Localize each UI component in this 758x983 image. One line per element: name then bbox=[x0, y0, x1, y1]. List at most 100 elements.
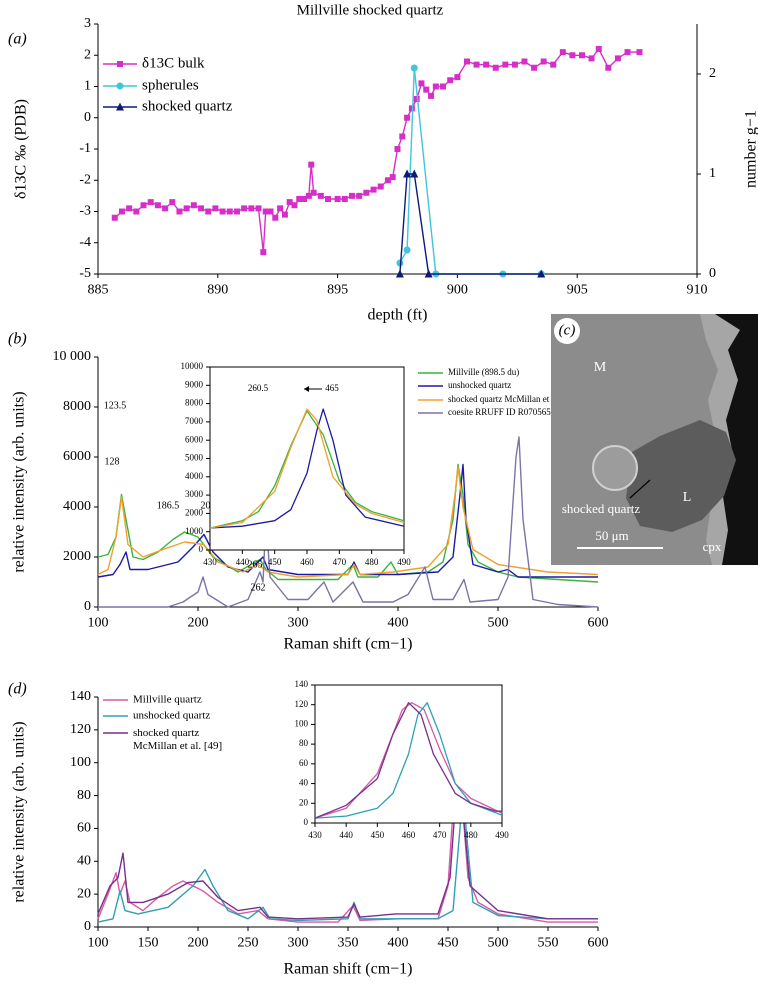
x-tick-label: 100 bbox=[88, 616, 109, 631]
y-tick-label: 3 bbox=[84, 16, 91, 31]
marker bbox=[301, 196, 308, 202]
marker bbox=[614, 55, 621, 62]
y-tick-label: 140 bbox=[295, 679, 309, 689]
marker bbox=[395, 269, 404, 278]
marker bbox=[291, 202, 298, 209]
x-tick-label: 500 bbox=[488, 616, 509, 631]
marker bbox=[317, 192, 324, 199]
x-axis-label: Raman shift (cm−1) bbox=[284, 636, 413, 653]
panel-label: (a) bbox=[8, 31, 27, 48]
y-tick-label: 100 bbox=[70, 755, 91, 770]
y2-tick-label: 2 bbox=[709, 66, 716, 81]
marker bbox=[473, 61, 480, 68]
micrograph: (c) M L shocked quartz cpx 50 μm bbox=[551, 314, 758, 565]
x-tick-label: 910 bbox=[687, 283, 708, 298]
series-line bbox=[399, 173, 542, 275]
x-axis-label: depth (ft) bbox=[368, 307, 428, 324]
marker bbox=[308, 161, 315, 168]
marker bbox=[248, 205, 255, 212]
marker bbox=[410, 169, 419, 178]
marker bbox=[595, 46, 602, 52]
y2-tick-label: 1 bbox=[709, 166, 716, 181]
legend-label: shocked quartz McMillan et al. [49] bbox=[133, 727, 222, 752]
marker bbox=[403, 169, 412, 178]
marker bbox=[511, 61, 518, 68]
x-tick-label: 300 bbox=[288, 616, 309, 631]
marker bbox=[118, 208, 125, 215]
marker bbox=[154, 202, 161, 209]
marker bbox=[147, 199, 154, 206]
y-tick-label: 120 bbox=[295, 699, 309, 709]
y-tick-label: 1000 bbox=[185, 526, 204, 536]
marker bbox=[578, 52, 585, 59]
y-tick-label: 60 bbox=[299, 758, 309, 768]
series-line bbox=[97, 466, 599, 578]
marker bbox=[183, 205, 190, 212]
y-tick-label: 7000 bbox=[185, 416, 204, 426]
series-line bbox=[97, 463, 598, 578]
x-tick-label: 600 bbox=[588, 936, 609, 951]
marker bbox=[212, 205, 219, 212]
y-tick-label: 3000 bbox=[185, 489, 204, 499]
y-tick-label: 9000 bbox=[185, 379, 204, 389]
x-tick-label: 470 bbox=[433, 830, 447, 840]
marker bbox=[550, 61, 557, 68]
annotation: 465 bbox=[325, 383, 339, 393]
marker bbox=[111, 214, 118, 221]
series-line bbox=[114, 48, 640, 253]
marker bbox=[348, 192, 355, 199]
marker bbox=[133, 208, 140, 215]
marker bbox=[428, 92, 435, 99]
marker bbox=[341, 196, 348, 202]
series-line bbox=[314, 702, 502, 819]
x-tick-label: 440 bbox=[236, 557, 250, 567]
x-tick-label: 440 bbox=[339, 830, 353, 840]
label: L bbox=[683, 490, 692, 505]
x-tick-label: 480 bbox=[365, 557, 379, 567]
legend-label: shocked quartz bbox=[142, 98, 233, 114]
series-line bbox=[209, 408, 405, 529]
marker bbox=[267, 208, 274, 215]
marker bbox=[356, 192, 363, 199]
arrow-head bbox=[304, 386, 309, 392]
label: M bbox=[594, 360, 607, 375]
chart-title: Millville shocked quartz bbox=[297, 2, 444, 18]
marker bbox=[262, 208, 269, 215]
marker bbox=[418, 80, 425, 87]
marker bbox=[260, 249, 267, 256]
marker bbox=[424, 269, 433, 278]
inset-frame bbox=[209, 366, 405, 551]
x-tick-label: 900 bbox=[447, 283, 468, 298]
marker bbox=[370, 186, 377, 193]
y-tick-label: 80 bbox=[77, 788, 91, 803]
marker bbox=[162, 205, 169, 212]
marker bbox=[310, 189, 317, 196]
marker bbox=[241, 205, 248, 212]
y-axis-label: relative intensity (arb. units) bbox=[11, 391, 28, 572]
y-tick-label: 0 bbox=[84, 919, 91, 934]
legend-label: Millville (898.5 du) bbox=[448, 367, 519, 377]
y2-tick-label: 0 bbox=[709, 266, 716, 281]
legend-label: unshocked quartz bbox=[133, 710, 210, 722]
marker bbox=[198, 205, 205, 212]
y-tick-label: 5000 bbox=[185, 453, 204, 463]
series-line bbox=[314, 702, 503, 819]
dark-region bbox=[715, 314, 758, 565]
marker bbox=[140, 202, 147, 209]
x-tick-label: 430 bbox=[308, 830, 322, 840]
x-tick-label: 430 bbox=[203, 557, 217, 567]
series-line bbox=[98, 436, 599, 608]
y-tick-label: 4000 bbox=[63, 499, 91, 514]
x-tick-label: 300 bbox=[288, 936, 309, 951]
x-tick-label: 470 bbox=[333, 557, 347, 567]
marker bbox=[190, 202, 197, 209]
y-tick-label: 120 bbox=[70, 722, 91, 737]
marker bbox=[408, 105, 415, 112]
y-tick-label: 0 bbox=[304, 817, 309, 827]
x-tick-label: 350 bbox=[338, 936, 359, 951]
legend-label: shocked quartz McMillan et al. [49] bbox=[448, 394, 577, 404]
marker bbox=[389, 174, 396, 181]
x-tick-label: 100 bbox=[88, 936, 109, 951]
marker bbox=[463, 58, 470, 65]
y-tick-label: -2 bbox=[79, 172, 91, 187]
